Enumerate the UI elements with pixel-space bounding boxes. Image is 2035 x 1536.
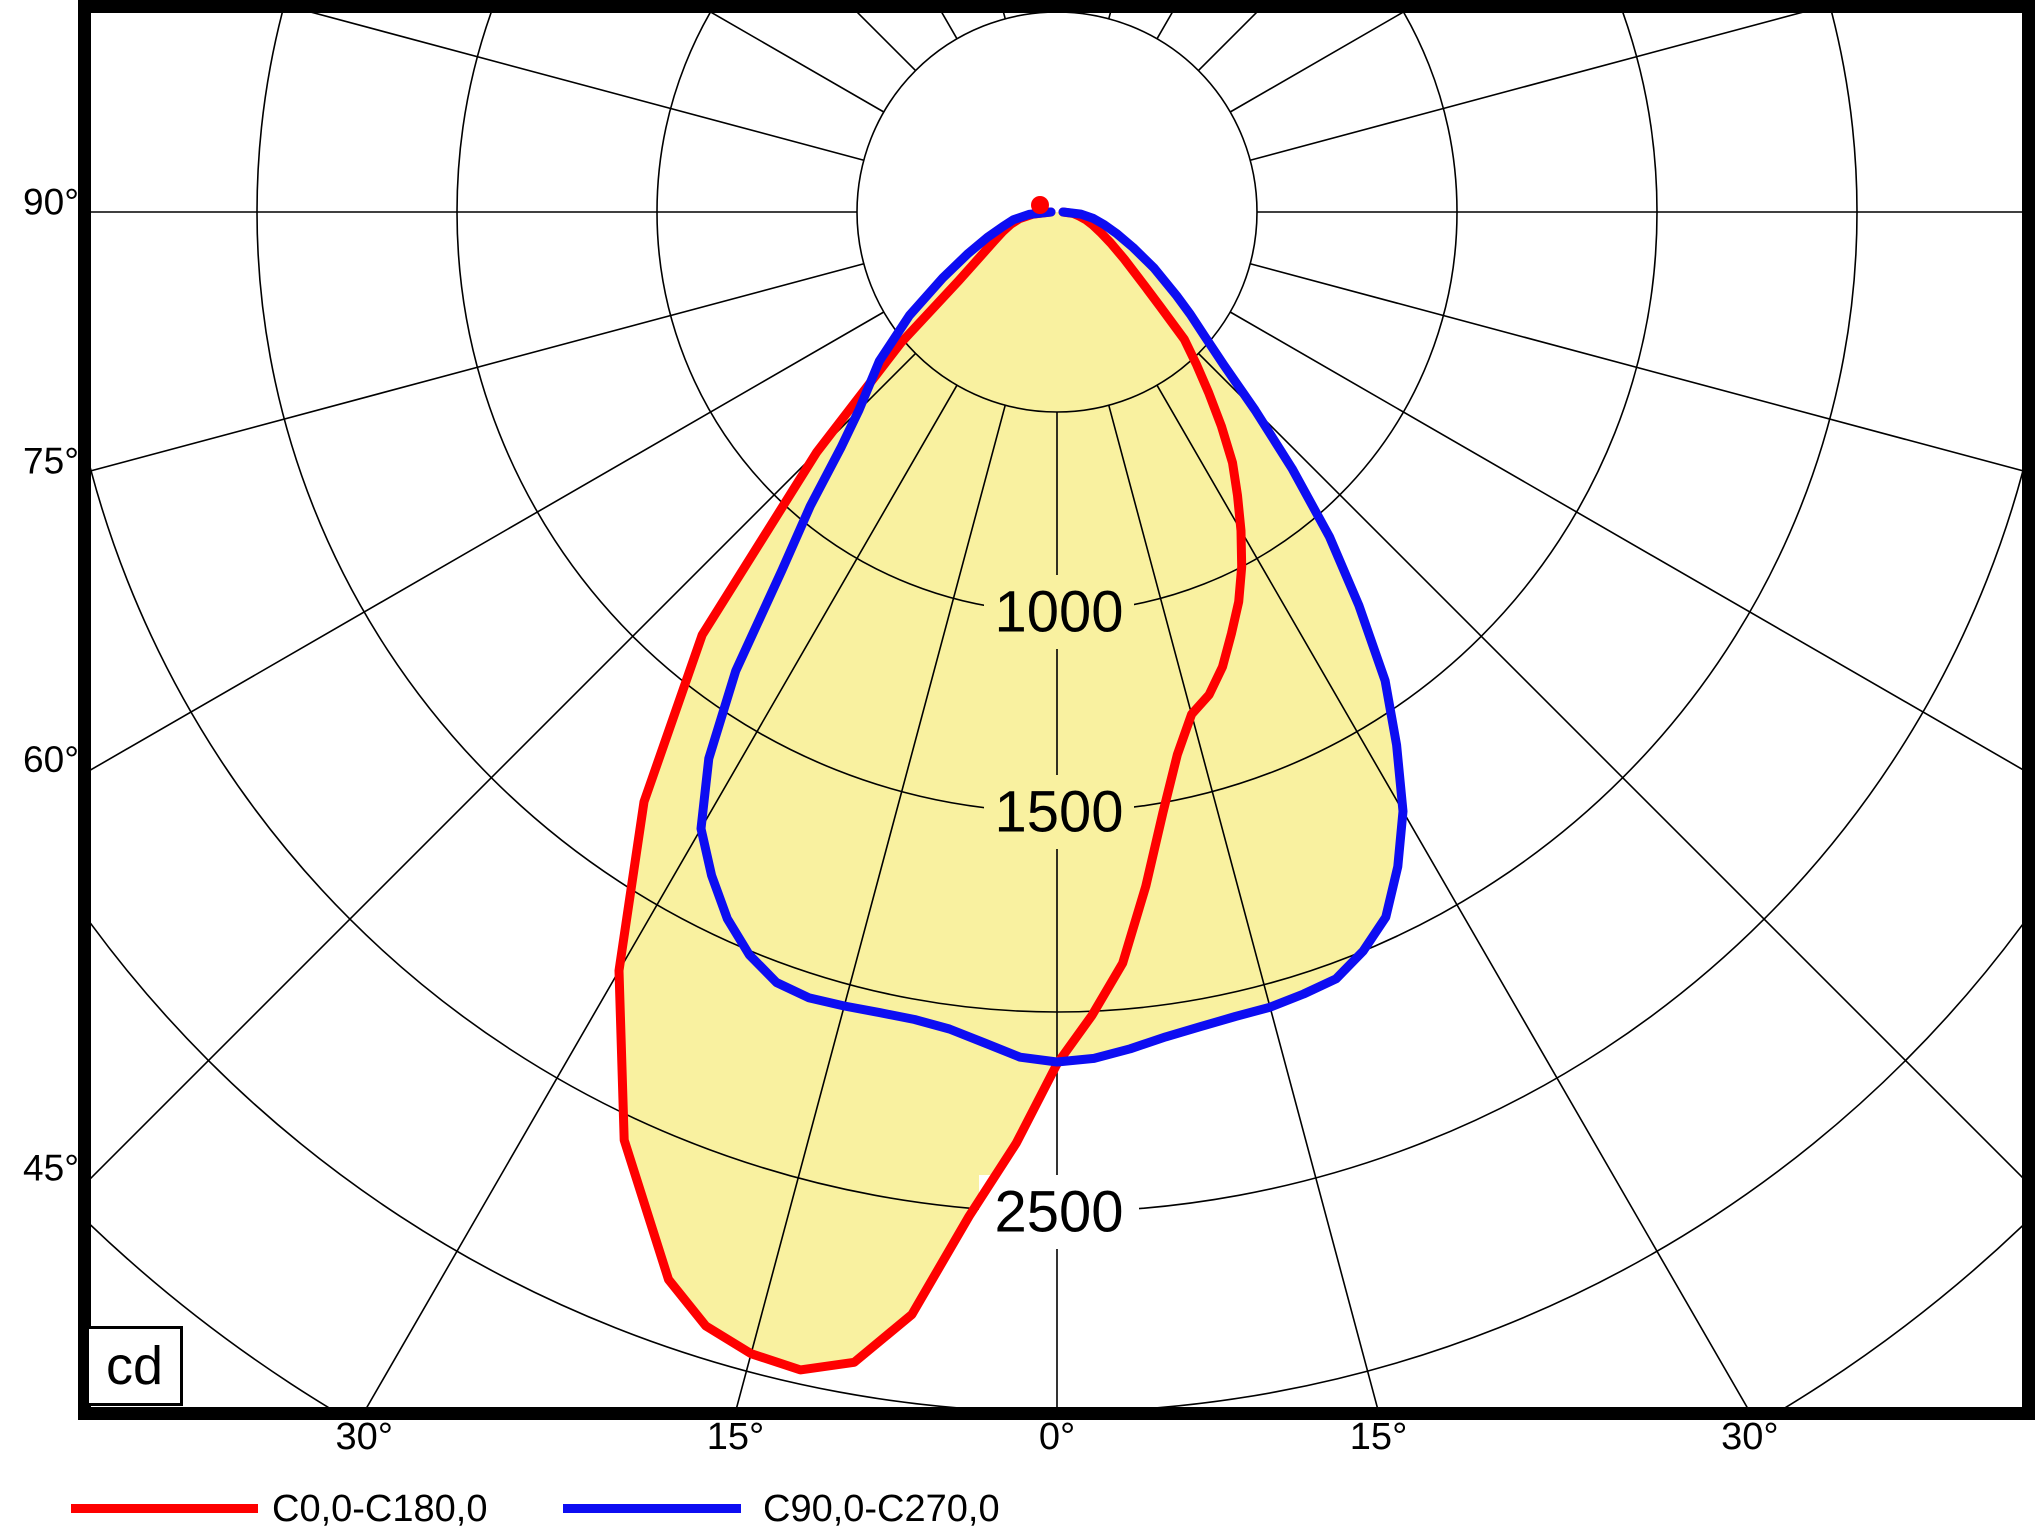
- grid-radial-30: [1156, 384, 1748, 1407]
- angle-label-left-90: 90°: [23, 182, 79, 223]
- legend-label-c90-c270: C90,0-C270,0: [763, 1488, 1000, 1530]
- legend-line-c0-c180-swatch: [71, 1504, 258, 1513]
- grid-radial--60: [91, 311, 885, 771]
- grid-radial-60: [1229, 311, 2022, 771]
- unit-box: cd: [86, 1326, 183, 1406]
- angle-label-bottom-left30: 30°: [335, 1416, 392, 1458]
- grid-radial--105: [311, 13, 865, 162]
- legend-label-c0-c180: C0,0-C180,0: [272, 1488, 488, 1530]
- grid-radial-120: [1229, 13, 1404, 113]
- ring-label-2500: 2500: [994, 1180, 1123, 1245]
- grid-radial--75: [91, 262, 865, 472]
- legend: C0,0-C180,0 C90,0-C270,0: [0, 1487, 2035, 1533]
- grid-radial-75: [1249, 262, 2022, 472]
- grid-radial-15: [1107, 404, 1379, 1407]
- ring-label-box-1500: [984, 775, 1134, 849]
- ring-label-box-2500: [979, 1175, 1139, 1249]
- grid-radial-105: [1249, 13, 1803, 162]
- grid-radial-45: [1197, 352, 2022, 1179]
- chart-border: [78, 0, 2035, 1420]
- angle-label-bottom-right30: 30°: [1721, 1416, 1778, 1458]
- ring-label-box-1000: [984, 575, 1134, 649]
- grid-radial--30: [366, 384, 958, 1407]
- series-curve-1: [696, 207, 1408, 1067]
- grid-radial--120: [710, 13, 885, 113]
- unit-label: cd: [105, 1336, 164, 1396]
- grid-radial--45: [91, 352, 917, 1180]
- angle-label-bottom-right15: 15°: [1350, 1416, 1407, 1458]
- angle-label-left-75: 75°: [23, 440, 79, 481]
- angle-label-bottom-0: 0°: [1039, 1416, 1075, 1458]
- legend-line-c90-c270-swatch: [563, 1504, 741, 1513]
- ring-label-1000: 1000: [994, 580, 1123, 645]
- angle-label-left-45: 45°: [23, 1148, 79, 1189]
- peak-marker: [1031, 196, 1049, 214]
- ring-label-1500: 1500: [994, 780, 1123, 845]
- grid-radial--15: [735, 404, 1007, 1407]
- angle-label-bottom-left15: 15°: [707, 1416, 764, 1458]
- angle-label-left-60: 60°: [23, 739, 79, 780]
